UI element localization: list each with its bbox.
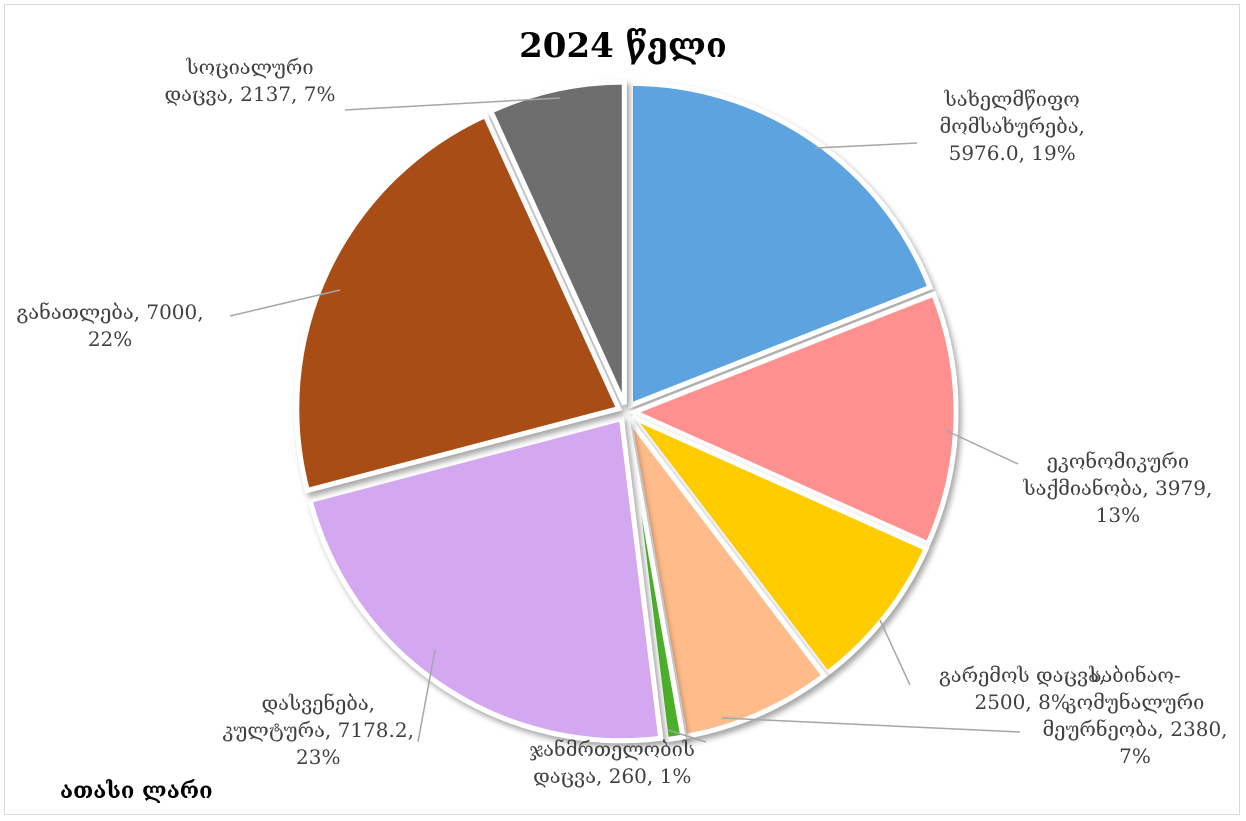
data-label-line: 22% bbox=[87, 327, 133, 351]
pie-slice-3 bbox=[630, 414, 930, 677]
data-label-2: ეკონომიკური საქმიანობა, 3979, 13% bbox=[1024, 448, 1213, 529]
data-label-line: კულტურა, 7178.2, bbox=[222, 718, 414, 742]
leader-line-7 bbox=[229, 289, 341, 317]
data-label-1: სახელმწიფო მომსახურება, 5976.0, 19% bbox=[940, 86, 1085, 167]
data-label-line: განათლება, 7000, bbox=[16, 300, 204, 324]
leader-line-3 bbox=[879, 619, 911, 686]
data-label-line: დაცვა, 260, 1% bbox=[533, 764, 692, 788]
leader-line-2 bbox=[944, 429, 1019, 465]
pie-slice-7 bbox=[294, 112, 623, 494]
data-label-6: დასვენება, კულტურა, 7178.2, 23% bbox=[223, 690, 414, 771]
data-label-line: 7% bbox=[1119, 744, 1151, 768]
data-label-line: 2500, 8% bbox=[974, 690, 1070, 714]
leader-line-5 bbox=[667, 729, 707, 743]
data-label-4: საბინაო-კომუნალური მეურნეობა, 2380, 7% bbox=[1043, 662, 1228, 770]
data-label-line: ჯანმრთელობის bbox=[529, 737, 695, 761]
data-label-line: 13% bbox=[1095, 503, 1141, 527]
pie-slice-5 bbox=[624, 419, 686, 743]
data-label-5: ჯანმრთელობის დაცვა, 260, 1% bbox=[530, 736, 695, 790]
data-label-line: მომსახურება, bbox=[939, 114, 1085, 138]
pie-slice-8 bbox=[487, 79, 627, 406]
pie-slice-1 bbox=[628, 80, 934, 410]
data-label-line: დაცვა, 2137, 7% bbox=[164, 82, 336, 106]
data-label-line: სახელმწიფო bbox=[944, 87, 1080, 111]
leader-line-4 bbox=[721, 717, 1021, 733]
pie-slice-6 bbox=[307, 415, 664, 744]
data-label-8: სოციალური დაცვა, 2137, 7% bbox=[165, 54, 336, 108]
data-label-line: კომუნალური bbox=[1065, 690, 1205, 714]
pie-slice-2 bbox=[627, 290, 959, 547]
unit-note: ათასი ლარი bbox=[60, 778, 213, 804]
data-label-line: საქმიანობა, 3979, bbox=[1023, 476, 1213, 500]
chart-frame bbox=[4, 4, 1240, 815]
leader-line-1 bbox=[814, 142, 918, 149]
data-label-line: მეურნეობა, 2380, bbox=[1042, 717, 1228, 741]
data-label-line: გარემოს დაცვა, bbox=[939, 663, 1106, 687]
data-label-line: ეკონომიკური bbox=[1046, 449, 1190, 473]
data-label-line: საბინაო- bbox=[1089, 663, 1181, 687]
data-label-line: დასვენება, bbox=[261, 691, 375, 715]
data-label-7: განათლება, 7000, 22% bbox=[17, 299, 204, 353]
chart-title: 2024 წელი bbox=[519, 26, 727, 66]
data-label-3: გარემოს დაცვა, 2500, 8% bbox=[939, 662, 1105, 716]
data-label-line: 5976.0, 19% bbox=[948, 141, 1076, 165]
leader-line-8 bbox=[344, 97, 561, 111]
data-label-line: 23% bbox=[296, 745, 341, 769]
data-label-line: სოციალური bbox=[186, 55, 314, 79]
leader-line-6 bbox=[417, 649, 436, 743]
pie-slice-4 bbox=[626, 417, 828, 740]
